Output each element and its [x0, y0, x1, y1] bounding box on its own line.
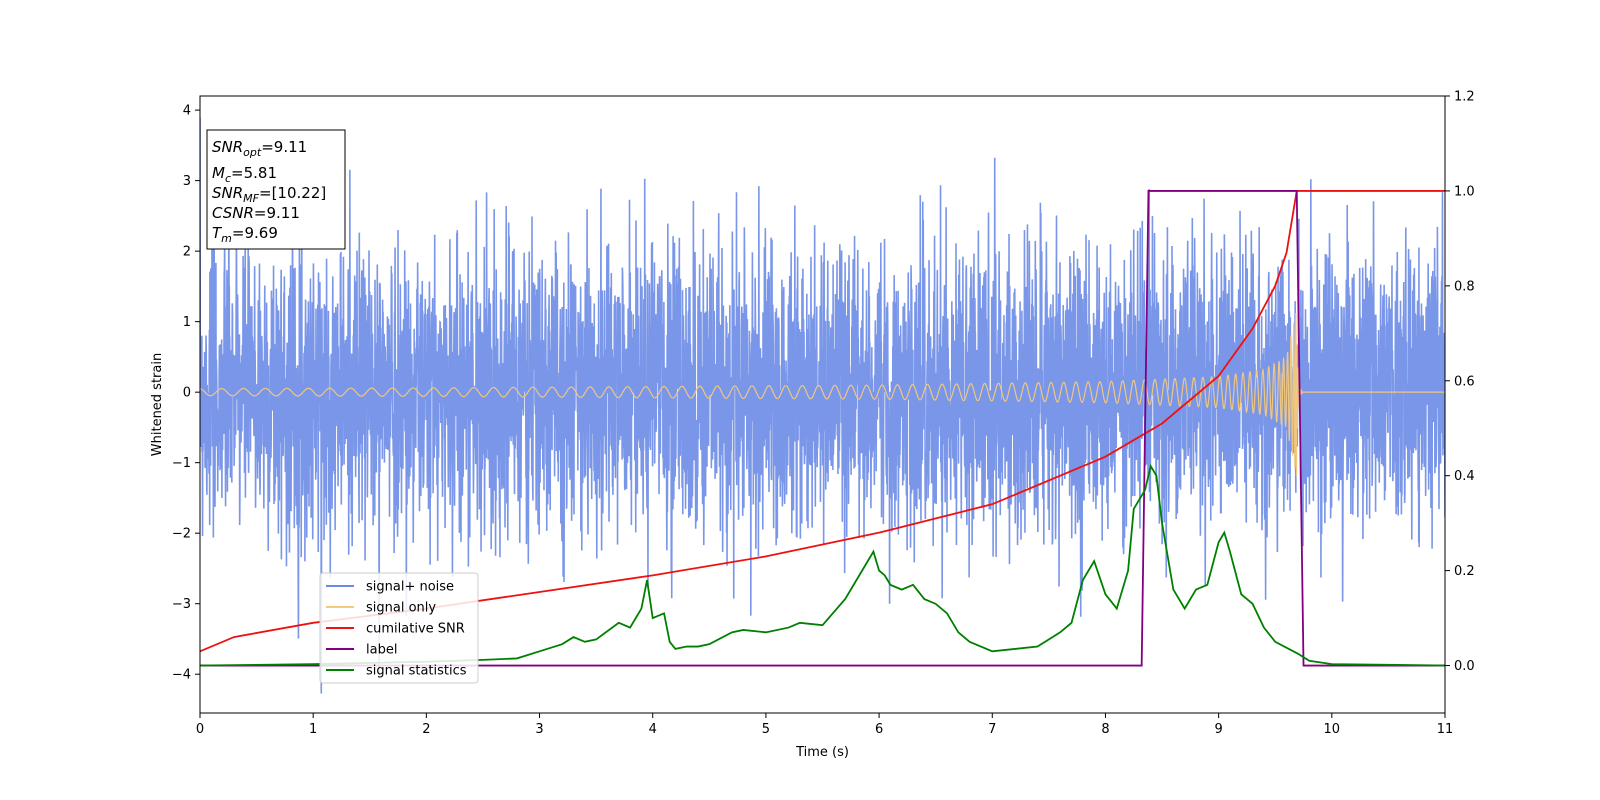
y-tick-label-left: 1	[183, 315, 191, 330]
series-signal-noise	[200, 117, 1445, 694]
series-signal-only	[200, 312, 1445, 476]
legend-frame	[319, 572, 479, 684]
x-tick-label: 2	[422, 722, 430, 737]
series-signal-statistics	[200, 463, 1445, 667]
x-tick-label: 3	[535, 722, 543, 737]
y-tick-label-right: 1.0	[1454, 184, 1475, 199]
y-tick-label-right: 1.2	[1454, 90, 1475, 105]
y-tick-label-right: 0.2	[1454, 564, 1475, 579]
x-tick-label: 8	[1101, 722, 1109, 737]
y-axis-label-left: Whitened strain	[150, 353, 165, 456]
x-tick-label: 6	[875, 722, 883, 737]
y-tick-label-left: 3	[183, 174, 191, 189]
y-tick-label-left: −3	[172, 597, 191, 612]
legend-label: signal statistics	[366, 664, 467, 679]
x-tick-label: 4	[649, 722, 657, 737]
x-tick-label: 1	[309, 722, 317, 737]
legend-label: signal only	[366, 601, 436, 616]
annotation-mc: Mc=5.81	[212, 164, 277, 185]
y-tick-label-right: 0.0	[1454, 659, 1475, 674]
legend-label: label	[366, 643, 397, 658]
y-tick-label-left: −1	[172, 456, 191, 471]
annotation-box: SNRopt=9.11 Mc=5.81 SNRMF=[10.22] CSNR=9…	[206, 129, 346, 250]
x-tick-label: 5	[762, 722, 770, 737]
axes-frame	[199, 95, 1446, 714]
axis-ticks: 0 1 2 3 4 5 6 7 8 9 10 11 −4 −3 −2 −1 0 1 2 3 4 0.0 0.2 0.4 0.6 0…	[172, 90, 1475, 738]
legend: signal+ noise signal only cumilative SNR la…	[319, 572, 479, 684]
annotation-tm: Tm=9.69	[212, 224, 278, 245]
y-tick-label-right: 0.4	[1454, 469, 1475, 484]
annotation-snr-mf: SNRMF=[10.22]	[212, 184, 326, 205]
y-tick-label-left: 0	[183, 386, 191, 401]
x-tick-label: 0	[196, 722, 204, 737]
series-label	[200, 190, 1445, 667]
y-tick-label-left: −4	[172, 668, 191, 683]
y-tick-label-left: 4	[183, 104, 191, 119]
y-tick-label-right: 0.6	[1454, 374, 1475, 389]
y-tick-label-left: 2	[183, 245, 191, 260]
x-tick-label: 9	[1214, 722, 1222, 737]
x-axis-label: Time (s)	[795, 745, 849, 760]
annotation-frame	[206, 129, 346, 250]
x-tick-label: 11	[1437, 722, 1454, 737]
annotation-snr-opt: SNRopt=9.11	[212, 138, 307, 159]
legend-label: cumilative SNR	[366, 622, 465, 637]
legend-label: signal+ noise	[366, 580, 454, 595]
y-tick-label-right: 0.8	[1454, 279, 1475, 294]
x-tick-label: 7	[988, 722, 996, 737]
x-tick-label: 10	[1324, 722, 1341, 737]
annotation-csnr: CSNR=9.11	[212, 204, 300, 222]
y-tick-label-left: −2	[172, 527, 191, 542]
